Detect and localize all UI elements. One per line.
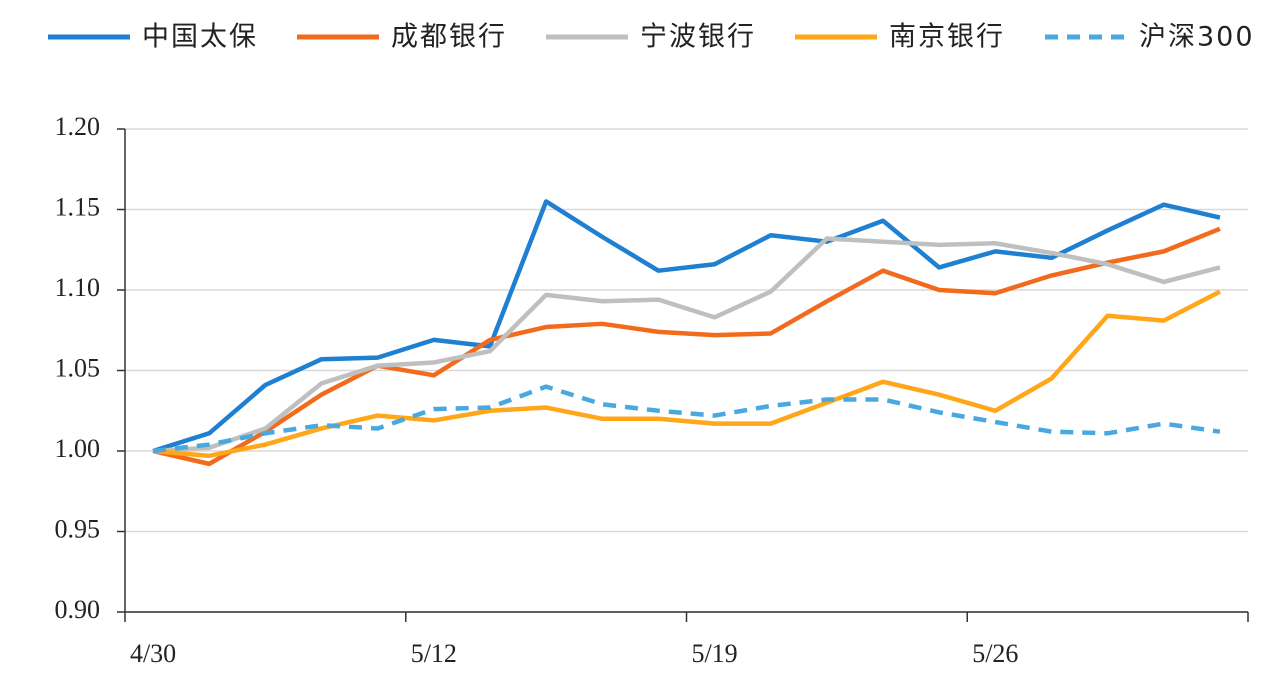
y-tick-label: 1.00: [55, 434, 101, 463]
legend-label: 沪深300: [1139, 22, 1255, 53]
x-tick-label: 5/12: [411, 639, 457, 668]
series-line: [152, 384, 1221, 454]
x-tick-label: 5/19: [691, 639, 737, 668]
y-tick-label: 1.05: [55, 353, 101, 382]
series-line: [152, 236, 1221, 454]
y-tick-label: 0.95: [55, 514, 101, 543]
x-tick-label: 4/30: [130, 639, 176, 668]
series-line: [152, 289, 1221, 459]
y-tick-label: 0.90: [55, 595, 101, 624]
legend-label: 中国太保: [142, 22, 258, 53]
legend-label: 宁波银行: [640, 22, 756, 53]
x-tick-label: 5/26: [972, 639, 1018, 668]
legend-label: 南京银行: [889, 22, 1005, 53]
legend-label: 成都银行: [391, 22, 507, 53]
y-tick-label: 1.10: [55, 273, 101, 302]
series-line: [152, 226, 1221, 467]
y-tick-label: 1.15: [55, 192, 101, 221]
series-line: [152, 199, 1221, 454]
y-tick-label: 1.20: [55, 112, 101, 141]
